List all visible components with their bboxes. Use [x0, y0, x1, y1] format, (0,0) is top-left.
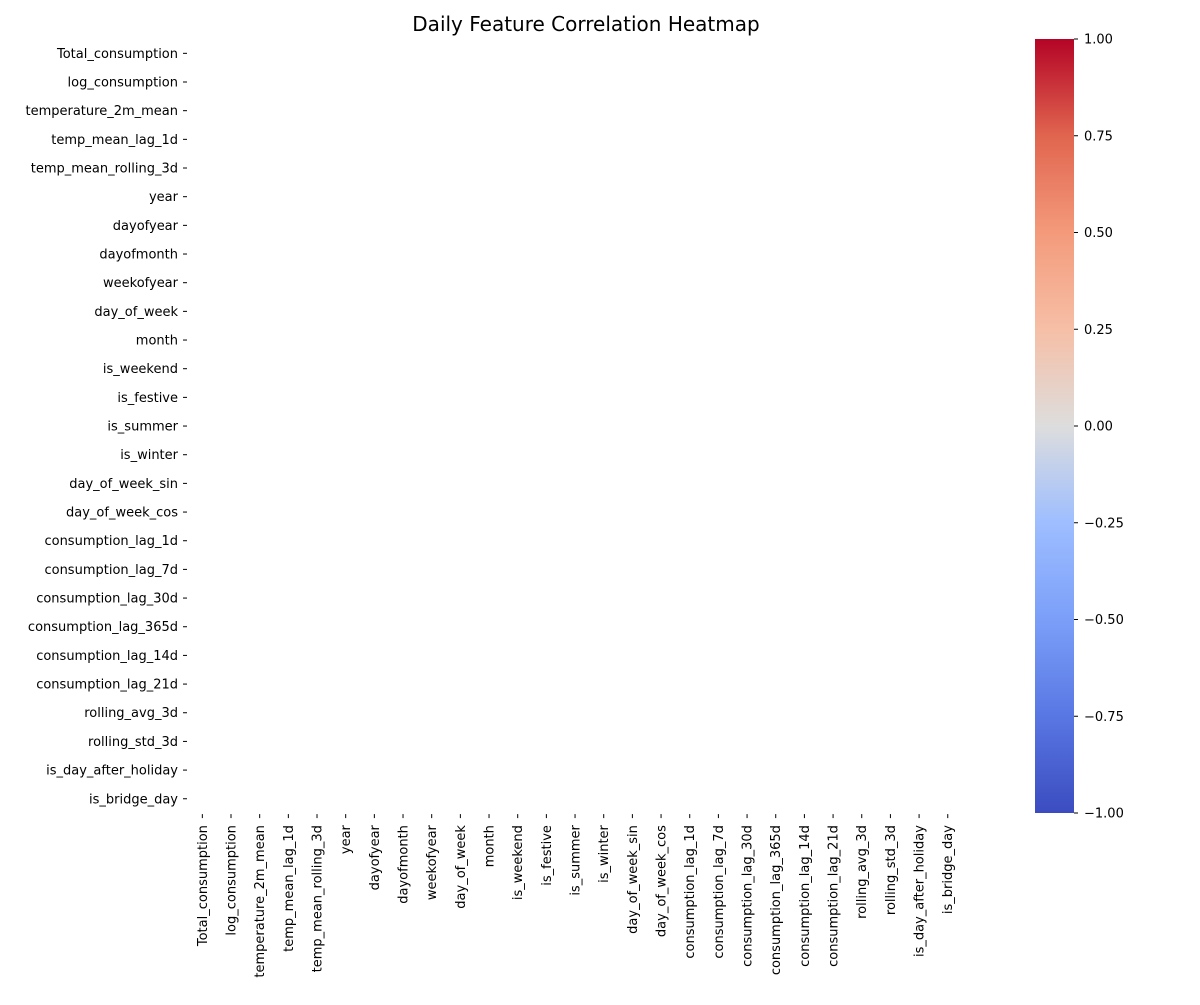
colorbar-gradient: [1035, 39, 1074, 813]
column-label-rolling-std-3d: rolling_std_3d: [884, 825, 899, 915]
row-label-temperature-2m-mean: temperature_2m_mean: [25, 104, 178, 119]
row-label-total-consumption: Total_consumption: [56, 47, 178, 62]
row-label-consumption-lag-7d: consumption_lag_7d: [44, 563, 178, 578]
row-label-is-day-after-holiday: is_day_after_holiday: [46, 764, 178, 779]
column-label-consumption-lag-7d: consumption_lag_7d: [712, 825, 727, 959]
row-label-temp-mean-lag-1d: temp_mean_lag_1d: [51, 133, 178, 148]
column-label-is-weekend: is_weekend: [511, 825, 526, 900]
row-label-temp-mean-rolling-3d: temp_mean_rolling_3d: [31, 162, 178, 177]
colorbar-tick-label: 0.50: [1084, 226, 1113, 241]
row-label-log-consumption: log_consumption: [68, 76, 179, 91]
row-label-day-of-week-cos: day_of_week_cos: [66, 506, 178, 521]
column-label-dayofmonth: dayofmonth: [397, 825, 412, 904]
column-label-year: year: [339, 824, 354, 854]
column-label-day-of-week: day_of_week: [454, 825, 469, 909]
column-label-is-winter: is_winter: [597, 824, 612, 882]
column-label-consumption-lag-1d: consumption_lag_1d: [683, 825, 698, 959]
colorbar: −1.00 −0.75 −0.50 −0.25 0.00 0.25 0.50 0.75 1.00: [1035, 33, 1124, 822]
column-label-month: month: [483, 825, 498, 867]
row-label-rolling-avg-3d: rolling_avg_3d: [84, 706, 178, 721]
row-label-is-weekend: is_weekend: [103, 362, 178, 377]
colorbar-tick-label: −0.50: [1084, 613, 1124, 628]
colorbar-tick-label: 0.25: [1084, 323, 1113, 338]
row-label-is-summer: is_summer: [107, 420, 178, 435]
column-label-temp-mean-lag-1d: temp_mean_lag_1d: [282, 825, 297, 952]
row-label-day-of-week-sin: day_of_week_sin: [69, 477, 178, 492]
row-label-consumption-lag-21d: consumption_lag_21d: [36, 678, 178, 693]
column-label-consumption-lag-365d: consumption_lag_365d: [769, 825, 784, 975]
row-label-consumption-lag-30d: consumption_lag_30d: [36, 592, 178, 607]
column-label-dayofyear: dayofyear: [368, 824, 383, 890]
column-labels: Total_consumption log_consumption temperat…: [196, 814, 956, 978]
row-labels: Total_consumption log_consumption temperat…: [25, 47, 187, 807]
row-label-month: month: [136, 334, 178, 349]
column-label-is-festive: is_festive: [540, 825, 555, 886]
column-label-total-consumption: Total_consumption: [196, 825, 211, 947]
row-label-is-winter: is_winter: [120, 448, 178, 463]
column-label-day-of-week-sin: day_of_week_sin: [626, 825, 641, 934]
row-label-consumption-lag-14d: consumption_lag_14d: [36, 649, 178, 664]
row-label-weekofyear: weekofyear: [103, 276, 179, 291]
row-label-day-of-week: day_of_week: [94, 305, 178, 320]
column-label-temp-mean-rolling-3d: temp_mean_rolling_3d: [311, 825, 326, 972]
row-label-is-bridge-day: is_bridge_day: [89, 792, 178, 807]
colorbar-tick-label: −1.00: [1084, 807, 1124, 822]
colorbar-tick-label: −0.75: [1084, 710, 1124, 725]
row-label-consumption-lag-365d: consumption_lag_365d: [28, 620, 178, 635]
colorbar-ticks: −1.00 −0.75 −0.50 −0.25 0.00 0.25 0.50 0.75 1.00: [1074, 33, 1124, 822]
colorbar-tick-label: 1.00: [1084, 33, 1113, 48]
column-label-consumption-lag-21d: consumption_lag_21d: [827, 825, 842, 967]
chart-title: Daily Feature Correlation Heatmap: [412, 12, 759, 36]
colorbar-tick-label: 0.00: [1084, 420, 1113, 435]
row-label-rolling-std-3d: rolling_std_3d: [88, 735, 178, 750]
column-label-log-consumption: log_consumption: [225, 825, 240, 936]
row-label-dayofmonth: dayofmonth: [99, 248, 178, 263]
colorbar-tick-label: 0.75: [1084, 129, 1113, 144]
column-label-is-day-after-holiday: is_day_after_holiday: [913, 825, 928, 957]
row-label-year: year: [149, 190, 179, 205]
column-label-temperature-2m-mean: temperature_2m_mean: [253, 825, 268, 978]
row-label-is-festive: is_festive: [117, 391, 178, 406]
column-label-consumption-lag-14d: consumption_lag_14d: [798, 825, 813, 967]
colorbar-tick-label: −0.25: [1084, 516, 1124, 531]
column-label-consumption-lag-30d: consumption_lag_30d: [741, 825, 756, 967]
row-label-dayofyear: dayofyear: [113, 219, 179, 234]
column-label-day-of-week-cos: day_of_week_cos: [655, 825, 670, 937]
column-label-is-summer: is_summer: [569, 824, 584, 895]
column-label-is-bridge-day: is_bridge_day: [941, 825, 956, 914]
column-label-rolling-avg-3d: rolling_avg_3d: [855, 825, 870, 919]
column-label-weekofyear: weekofyear: [425, 824, 440, 900]
row-label-consumption-lag-1d: consumption_lag_1d: [44, 534, 178, 549]
